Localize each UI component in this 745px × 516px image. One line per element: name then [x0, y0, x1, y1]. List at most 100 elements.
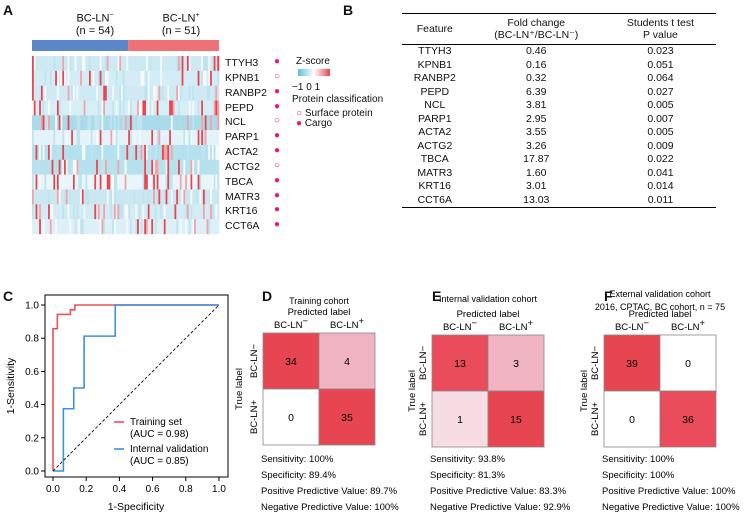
heatmap-cell [62, 115, 65, 131]
table-cell: 2.95 [526, 112, 547, 125]
heatmap-cell [65, 130, 68, 146]
heatmap-cell [58, 85, 61, 101]
heatmap-cell [178, 174, 181, 190]
heatmap-cell [65, 115, 68, 131]
heatmap-cell [71, 159, 74, 175]
heatmap-cell [199, 145, 202, 161]
heatmap-cell [97, 145, 100, 161]
heatmap-cell [53, 130, 56, 146]
heatmap-cell [199, 115, 202, 131]
heatmap-cell [215, 174, 218, 190]
heatmap-cell [215, 204, 218, 220]
heatmap-cell [142, 100, 145, 116]
classification-dot: ● [274, 204, 281, 216]
heatmap-cell [105, 159, 108, 175]
heatmap-cell [121, 174, 124, 190]
legend-cargo: ● Cargo [296, 118, 333, 129]
table-cell: 0.027 [647, 85, 674, 98]
heatmap-cell [72, 85, 76, 101]
heatmap-cell [32, 174, 35, 190]
heatmap-cell [158, 56, 161, 72]
heatmap-cell [94, 204, 97, 220]
heatmap-cell [208, 56, 211, 72]
heatmap-cell [115, 85, 118, 101]
heatmap-cell [211, 219, 214, 235]
heatmap-cell [115, 159, 118, 175]
heatmap-cell [58, 56, 61, 72]
heatmap-cell [85, 145, 88, 161]
heatmap-cell [35, 56, 38, 72]
heatmap-cell [99, 100, 102, 116]
gene-label: NCL [225, 116, 247, 129]
heatmap-cell [192, 130, 195, 146]
classification-dot: ● [274, 85, 281, 97]
heatmap-cell [76, 115, 79, 131]
heatmap-cell [185, 204, 188, 220]
table-cell: PARP1 [417, 112, 452, 125]
heatmap-cell [176, 85, 179, 101]
heatmap-cell [131, 85, 134, 101]
heatmap-cell [42, 100, 45, 116]
table-cell: 0.014 [647, 180, 674, 192]
heatmap-cell [201, 130, 204, 146]
heatmap-cell [183, 159, 186, 175]
heatmap-cell [153, 204, 156, 220]
matrix-cell-value: 1 [457, 414, 463, 426]
heatmap-cell [51, 219, 54, 235]
true-label-axis: True label [579, 370, 590, 412]
heatmap-cell [44, 130, 47, 146]
classification-dot: ○ [274, 115, 281, 127]
heatmap-cell [32, 115, 35, 131]
heatmap-cell [145, 204, 149, 220]
heatmap-cell [48, 115, 51, 131]
heatmap-cell [186, 115, 190, 131]
heatmap-cell [181, 219, 184, 235]
heatmap-cell [156, 85, 159, 101]
true-class-label: BC-LN− [249, 344, 260, 379]
heatmap-cell [133, 174, 136, 190]
heatmap-cell [145, 130, 149, 146]
heatmap-cell [78, 204, 81, 220]
heatmap-cell [208, 174, 211, 190]
heatmap-cell [39, 204, 42, 220]
heatmap-cell [194, 204, 197, 220]
heatmap-cell [131, 130, 134, 146]
heatmap-cell [153, 189, 156, 205]
heatmap-cell [33, 174, 36, 190]
table-row: ACTG2 3.26 0.009 [402, 140, 716, 154]
heatmap-cell [51, 189, 54, 205]
matrix-cell [603, 390, 661, 448]
heatmap-cell [211, 130, 214, 146]
table-cell: 0.009 [647, 139, 674, 152]
heatmap-cell [197, 219, 200, 235]
heatmap-cell [74, 159, 77, 175]
heatmap-cell [210, 130, 213, 146]
heatmap-cell [103, 130, 106, 146]
heatmap-cell [179, 145, 182, 161]
heatmap-cell [62, 130, 65, 146]
heatmap-cell [51, 174, 54, 190]
heatmap-cell [65, 174, 68, 190]
heatmap-cell [135, 204, 138, 220]
heatmap [32, 40, 220, 235]
heatmap-cell [128, 145, 131, 161]
matrix-cell [262, 388, 320, 446]
heatmap-cell [103, 85, 106, 101]
heatmap-cell [194, 85, 197, 101]
heatmap-cell [56, 85, 60, 101]
heatmap-cell [105, 115, 108, 131]
heatmap-cell [33, 145, 36, 161]
heatmap-cell [199, 159, 202, 175]
heatmap-cell [62, 56, 65, 72]
heatmap-cell [202, 174, 206, 190]
heatmap-cell [115, 219, 118, 235]
heatmap-cell [94, 56, 97, 72]
heatmap-cell [32, 204, 35, 220]
heatmap-cell [163, 204, 166, 220]
heatmap-cell [202, 130, 206, 146]
table-cell: 13.03 [467, 193, 605, 208]
heatmap-cell [88, 100, 92, 116]
metric-text: Specificity: 89.4% [261, 470, 337, 481]
heatmap-cell [92, 85, 95, 101]
heatmap-cell [138, 85, 141, 101]
